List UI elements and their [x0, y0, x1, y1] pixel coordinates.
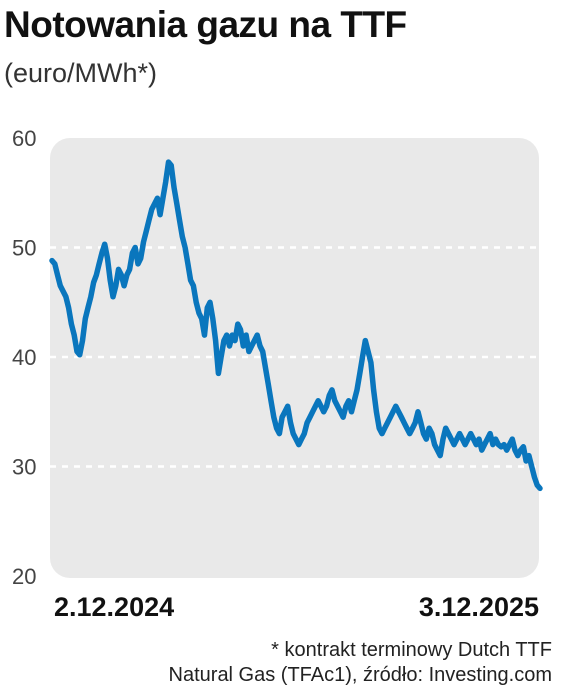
gridlines: [50, 246, 539, 468]
line-chart: 60 50 40 30 20 2.12.2024 3.12.2025: [12, 126, 543, 622]
footnote-line-2: Natural Gas (TFAc1), źródło: Investing.c…: [168, 664, 552, 686]
y-tick-label: 50: [12, 236, 36, 261]
series-line: [49, 159, 543, 492]
x-tick-label-start: 2.12.2024: [54, 592, 174, 622]
x-axis: 2.12.2024 3.12.2025: [54, 592, 539, 622]
y-tick-label: 40: [12, 345, 36, 370]
y-tick-label: 20: [12, 564, 36, 589]
chart-title: Notowania gazu na TTF: [4, 4, 407, 45]
y-tick-label: 60: [12, 126, 36, 151]
y-tick-label: 30: [12, 455, 36, 480]
chart-subtitle: (euro/MWh*): [4, 58, 158, 88]
x-tick-label-end: 3.12.2025: [419, 592, 539, 622]
footnote: * kontrakt terminowy Dutch TTF Natural G…: [169, 638, 552, 688]
footnote-line-1: * kontrakt terminowy Dutch TTF: [271, 639, 552, 661]
y-axis: 60 50 40 30 20: [12, 126, 36, 589]
